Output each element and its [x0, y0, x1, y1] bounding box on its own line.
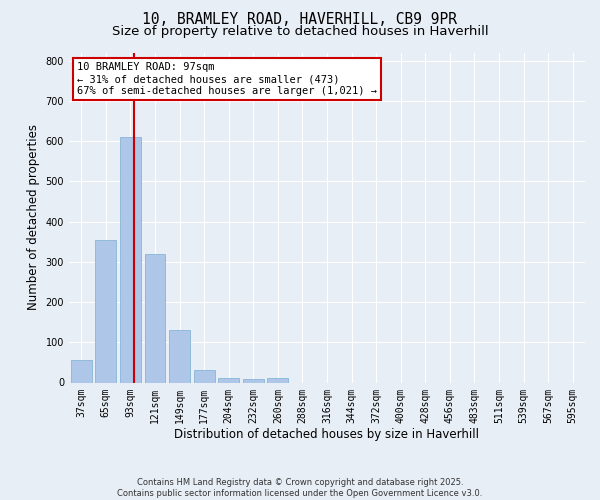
- Bar: [243, 380, 264, 382]
- Bar: [218, 378, 239, 382]
- Bar: [268, 378, 289, 382]
- Bar: [194, 370, 215, 382]
- Text: 10 BRAMLEY ROAD: 97sqm
← 31% of detached houses are smaller (473)
67% of semi-de: 10 BRAMLEY ROAD: 97sqm ← 31% of detached…: [77, 62, 377, 96]
- Bar: [145, 254, 166, 382]
- Text: 10, BRAMLEY ROAD, HAVERHILL, CB9 9PR: 10, BRAMLEY ROAD, HAVERHILL, CB9 9PR: [143, 12, 458, 28]
- Bar: [120, 137, 141, 382]
- Y-axis label: Number of detached properties: Number of detached properties: [27, 124, 40, 310]
- Bar: [169, 330, 190, 382]
- Text: Contains HM Land Registry data © Crown copyright and database right 2025.
Contai: Contains HM Land Registry data © Crown c…: [118, 478, 482, 498]
- Bar: [95, 240, 116, 382]
- Bar: [71, 360, 92, 382]
- X-axis label: Distribution of detached houses by size in Haverhill: Distribution of detached houses by size …: [175, 428, 479, 441]
- Text: Size of property relative to detached houses in Haverhill: Size of property relative to detached ho…: [112, 25, 488, 38]
